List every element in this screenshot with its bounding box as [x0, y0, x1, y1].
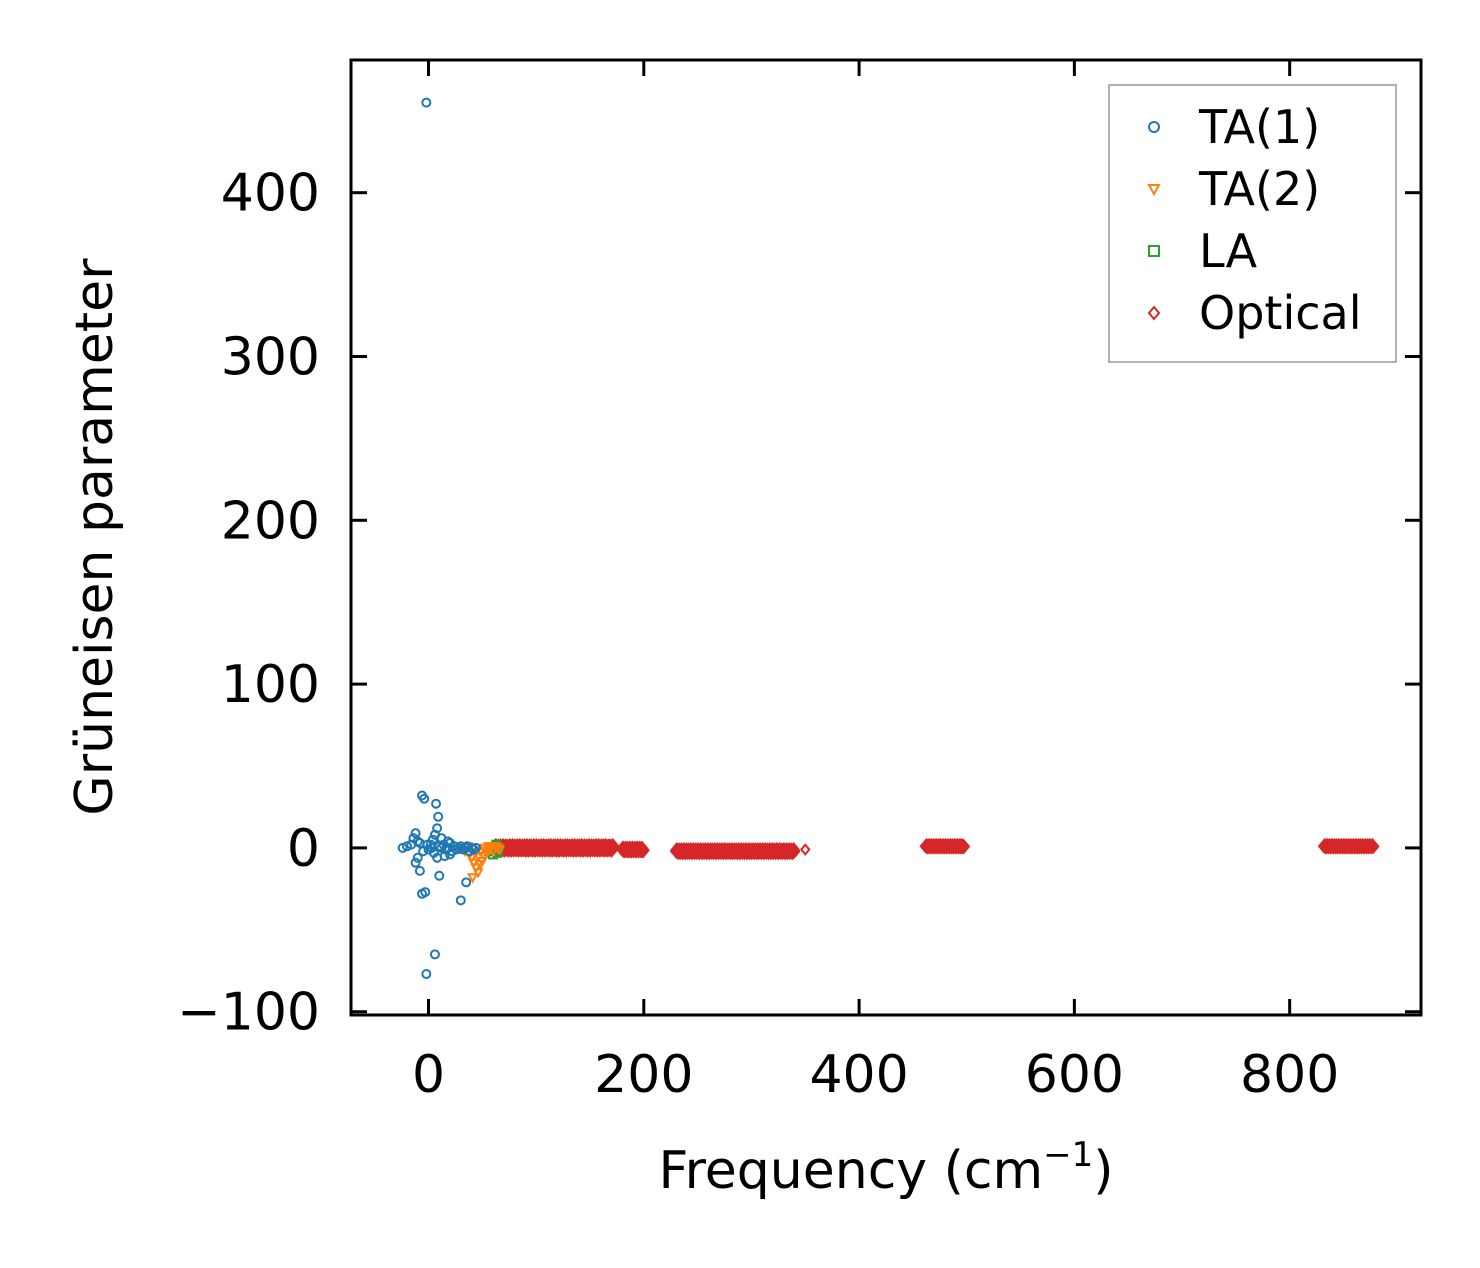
x-tick-label: 400 [809, 1045, 908, 1105]
x-axis-title-superscript: −1 [1043, 1135, 1093, 1175]
axis-ticks: 0 200 400 600 800 −100 0 100 200 300 400 [177, 60, 1421, 1105]
data-point [799, 843, 811, 856]
data-point [461, 877, 472, 888]
legend-entry: TA(2) [1147, 162, 1320, 216]
y-tick-label: 300 [221, 327, 320, 387]
data-point [422, 839, 433, 850]
data-point [412, 852, 423, 863]
data-point [397, 842, 408, 853]
data-point [787, 843, 801, 859]
data-point [472, 868, 484, 879]
y-tick-label: −100 [177, 983, 320, 1043]
data-point [429, 949, 440, 960]
x-tick-label: 600 [1025, 1045, 1124, 1105]
data-point [478, 843, 491, 854]
legend-entry: TA(1) [1148, 100, 1320, 154]
legend-label: TA(2) [1198, 162, 1320, 216]
data-point [420, 887, 431, 898]
data-point [455, 895, 466, 906]
data-point [607, 840, 620, 856]
legend-label: TA(1) [1198, 100, 1320, 154]
series-optical [488, 837, 1380, 861]
data-point [433, 811, 444, 822]
data-point [1366, 839, 1380, 855]
data-point [445, 849, 456, 860]
legend-marker [1148, 245, 1160, 257]
legend-label: Optical [1199, 286, 1361, 340]
data-point [606, 837, 620, 854]
data-point [483, 842, 495, 853]
y-tick-label: 200 [221, 491, 320, 551]
data-point [421, 97, 432, 108]
data-point [421, 969, 432, 980]
y-tick-label: 400 [221, 164, 320, 224]
data-point [419, 793, 430, 804]
data-point [957, 838, 971, 855]
data-point [637, 842, 650, 858]
plot-frame [349, 58, 1423, 1017]
x-axis-title: Frequency (cm−1) [658, 1135, 1113, 1201]
y-tick-label: 0 [287, 819, 320, 879]
data-point [491, 843, 504, 854]
data-point [423, 844, 434, 855]
data-point [470, 842, 481, 853]
y-axis-title: Grüneisen parameter [65, 258, 125, 816]
data-point [470, 863, 482, 874]
legend-entry: Optical [1147, 286, 1361, 340]
legend: TA(1) TA(2) LA Optical [1108, 84, 1397, 363]
data-point [442, 836, 453, 847]
legend-entry: LA [1148, 224, 1258, 278]
data-point [431, 798, 442, 809]
y-tick-label: 100 [221, 655, 320, 715]
series-ta-1 [397, 97, 481, 980]
x-tick-label: 800 [1240, 1045, 1339, 1105]
data-point [410, 857, 421, 868]
legend-marker [1147, 184, 1161, 197]
x-tick-label: 0 [412, 1045, 445, 1105]
data-point [439, 851, 450, 862]
data-point [414, 865, 425, 876]
data-point [418, 846, 429, 857]
plot-marks [397, 97, 1380, 980]
data-point [493, 845, 506, 856]
data-point [434, 870, 445, 881]
legend-marker [1148, 121, 1160, 133]
legend-marker [1147, 305, 1161, 321]
data-point [468, 858, 480, 869]
x-tick-label: 200 [594, 1045, 693, 1105]
legend-label: LA [1199, 224, 1258, 278]
data-point [466, 873, 479, 884]
